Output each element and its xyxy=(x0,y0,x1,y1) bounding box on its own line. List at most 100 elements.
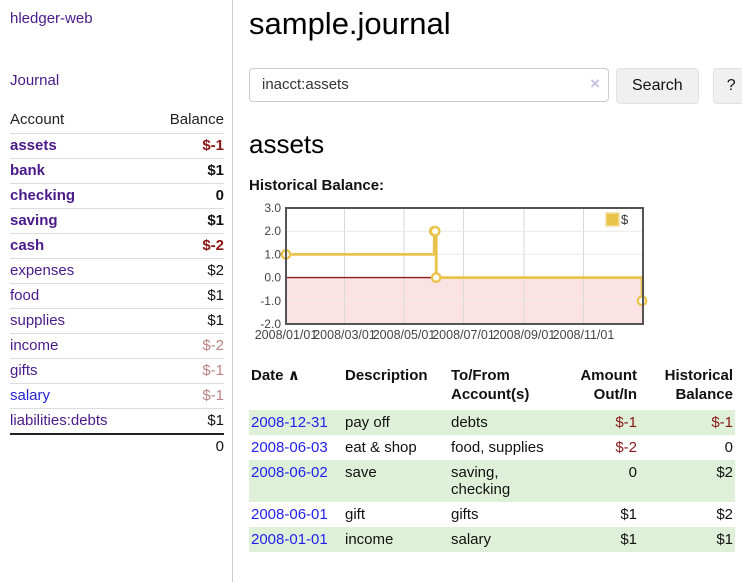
main-content: sample.journal × Search ? assets Histori… xyxy=(233,0,742,582)
account-balance: 0 xyxy=(147,183,224,209)
y-tick-label: 0.0 xyxy=(264,270,281,284)
sidebar-account-link[interactable]: income xyxy=(10,337,59,354)
account-balance: $1 xyxy=(147,408,224,434)
search-form: × Search ? xyxy=(249,67,742,104)
account-row: cash $-2 xyxy=(10,233,224,259)
transaction-date-link[interactable]: 2008-12-31 xyxy=(251,413,328,431)
sidebar-account-link[interactable]: bank xyxy=(10,162,46,179)
account-row: saving $1 xyxy=(10,208,224,234)
transaction-date-link[interactable]: 2008-06-01 xyxy=(251,505,328,523)
transaction-description: income xyxy=(345,530,394,548)
transaction-description: eat & shop xyxy=(345,438,417,456)
sidebar-account-link[interactable]: food xyxy=(10,287,40,304)
chart-label: Historical Balance: xyxy=(249,176,385,194)
transaction-date-link[interactable]: 2008-01-01 xyxy=(251,530,328,548)
transaction-row[interactable]: 2008-06-02 save saving, checking 0 $2 xyxy=(249,459,735,502)
account-row: food $1 xyxy=(10,283,224,309)
account-balance: $1 xyxy=(147,158,224,184)
sidebar-account-link[interactable]: salary xyxy=(10,387,51,404)
y-tick-label: -2.0 xyxy=(260,317,281,331)
transaction-amount: $1 xyxy=(620,530,637,548)
sidebar-account-link[interactable]: expenses xyxy=(10,262,75,279)
account-balance: $1 xyxy=(147,283,224,309)
legend-label: $ xyxy=(621,212,629,227)
transaction-row[interactable]: 2008-01-01 income salary $1 $1 xyxy=(249,526,735,552)
account-row: assets $-1 xyxy=(10,133,224,159)
sidebar-account-link[interactable]: checking xyxy=(10,187,76,204)
transaction-balance: 0 xyxy=(724,438,733,456)
transaction-amount: $1 xyxy=(620,505,637,523)
account-balance: $-2 xyxy=(147,233,224,259)
register-header-description: Description xyxy=(345,366,428,384)
x-tick-label: 2008/09/01 xyxy=(493,328,556,342)
search-input-wrap: × xyxy=(249,67,609,102)
transaction-balance: $2 xyxy=(716,505,733,523)
y-tick-label: 2.0 xyxy=(264,224,281,238)
register-header-date[interactable]: Date ∧ xyxy=(249,362,345,410)
x-tick-label: 2008/11/01 xyxy=(553,328,615,342)
account-row: checking 0 xyxy=(10,183,224,209)
transaction-description: save xyxy=(345,463,377,481)
app-title-link[interactable]: hledger-web xyxy=(10,10,93,27)
sidebar: hledger-web Journal Account Balance asse… xyxy=(0,0,233,582)
transaction-amount: $-2 xyxy=(615,438,637,456)
sidebar-account-link[interactable]: gifts xyxy=(10,362,38,379)
account-row: bank $1 xyxy=(10,158,224,184)
account-row: gifts $-1 xyxy=(10,358,224,384)
transaction-row[interactable]: 2008-06-03 eat & shop food, supplies $-2 0 xyxy=(249,435,735,460)
accounts-total-row: 0 xyxy=(10,433,224,459)
search-button[interactable]: Search xyxy=(616,67,699,104)
clear-search-icon[interactable]: × xyxy=(590,73,600,93)
page-title: sample.journal xyxy=(249,6,451,41)
y-tick-label: 3.0 xyxy=(264,201,281,215)
x-tick-label: 2008/07/01 xyxy=(432,328,495,342)
sidebar-account-link[interactable]: supplies xyxy=(10,312,66,329)
y-tick-label: 1.0 xyxy=(264,247,281,261)
transaction-amount: $-1 xyxy=(615,413,637,431)
transaction-accounts: gifts xyxy=(451,505,479,523)
transaction-balance: $2 xyxy=(716,463,733,481)
search-input[interactable] xyxy=(249,67,609,102)
sort-ascending-icon: ∧ xyxy=(287,366,300,384)
register-header-amount: Amount Out/In xyxy=(580,366,637,403)
x-tick-label: 2008/03/01 xyxy=(313,328,376,342)
transaction-balance: $-1 xyxy=(711,413,733,431)
transaction-description: pay off xyxy=(345,413,390,431)
accounts-header-balance: Balance xyxy=(169,111,224,128)
transaction-accounts: debts xyxy=(451,413,488,431)
plot-border xyxy=(285,206,644,325)
account-balance: $1 xyxy=(147,308,224,334)
date-header-label: Date xyxy=(251,366,284,384)
transaction-balance: $1 xyxy=(716,530,733,548)
account-balance: $2 xyxy=(147,258,224,284)
sidebar-account-link[interactable]: cash xyxy=(10,237,45,254)
account-balance: $-1 xyxy=(147,133,224,159)
register-header-row: Date ∧ Description To/From Account(s) Am… xyxy=(249,362,735,410)
accounts-header-row: Account Balance xyxy=(10,108,224,134)
account-row: salary $-1 xyxy=(10,383,224,409)
data-point xyxy=(429,225,441,237)
account-balance: $-1 xyxy=(147,358,224,384)
sidebar-item-journal[interactable]: Journal xyxy=(10,72,60,89)
x-tick-label: 2008/01/01 xyxy=(255,328,318,342)
sidebar-account-link[interactable]: saving xyxy=(10,212,58,229)
transaction-date-link[interactable]: 2008-06-02 xyxy=(251,463,328,481)
account-balance: $-1 xyxy=(147,383,224,409)
sidebar-account-link[interactable]: liabilities:debts xyxy=(10,412,108,429)
transaction-accounts: salary xyxy=(451,530,492,548)
transaction-accounts: saving, checking xyxy=(451,463,511,498)
help-button[interactable]: ? xyxy=(712,67,742,104)
register-header-tofrom: To/From Account(s) xyxy=(451,366,530,403)
transaction-row[interactable]: 2008-12-31 pay off debts $-1 $-1 xyxy=(249,409,735,435)
account-row: supplies $1 xyxy=(10,308,224,334)
sidebar-account-link[interactable]: assets xyxy=(10,137,57,154)
transaction-date-link[interactable]: 2008-06-03 xyxy=(251,438,328,456)
transaction-row[interactable]: 2008-06-01 gift gifts $1 $2 xyxy=(249,502,735,527)
register-header-balance: Historical Balance xyxy=(664,366,733,403)
y-tick-label: -1.0 xyxy=(260,293,281,307)
accounts-total-value: 0 xyxy=(147,433,224,459)
transaction-amount: 0 xyxy=(628,463,637,481)
account-row: income $-2 xyxy=(10,333,224,359)
account-row: liabilities:debts $1 xyxy=(10,408,224,434)
